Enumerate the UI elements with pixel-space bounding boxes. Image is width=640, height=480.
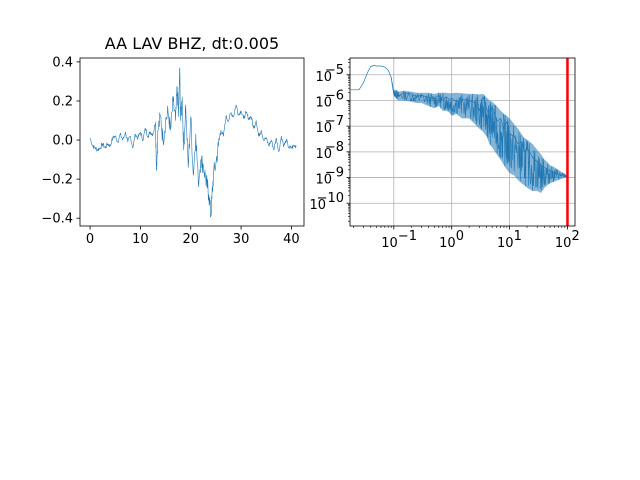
spectrum-y-tick-label: 10 [315,121,332,136]
spectrum-y-tick-exponent: −5 [325,63,344,78]
spectrum-y-tick-exponent: −6 [325,88,344,103]
waveform-y-tick-label: 0.2 [52,94,73,109]
waveform-series-layer [89,67,297,218]
spectrum-y-tick-exponent: −8 [325,140,344,155]
spectrum-x-tick-exponent: −1 [398,229,417,244]
spectrum-x-tick-label: 10 [555,236,572,251]
waveform-x-tick-label: 10 [132,232,149,247]
spectrum-y-tick-label: 10 [315,173,332,188]
spectrum-x-tick-label: 10 [381,236,398,251]
spectrum-y-tick-exponent: −10 [317,191,344,206]
spectrum-spike-trace [390,77,568,191]
waveform-panel: AA LAV BHZ, dt:0.005 0 10 20 30 40 −0.4 −0.2 0… [41,34,305,247]
waveform-x-tick-label: 30 [233,232,250,247]
waveform-y-ticks: −0.4 −0.2 0.0 0.2 0.4 [41,55,80,227]
spectrum-x-tick-exponent: 2 [571,229,579,244]
waveform-axes-frame [79,57,305,227]
spectrum-y-tick-label: 10 [315,147,332,162]
spectrum-x-tick-label: 10 [439,236,456,251]
spectrum-x-ticks: 10 −1 10 0 10 1 10 2 [353,226,580,251]
waveform-x-tick-label: 20 [182,232,199,247]
spectrum-y-tick-label: 10 [315,95,332,110]
waveform-x-ticks: 0 10 20 30 40 [86,226,300,247]
spectrum-y-tick-exponent: −7 [325,114,344,129]
spectrum-x-tick-label: 10 [497,236,514,251]
waveform-y-tick-label: −0.4 [41,212,73,227]
spectrum-x-tick-exponent: 1 [514,229,522,244]
waveform-x-tick-label: 40 [283,232,300,247]
spectrum-line [350,65,568,177]
spectrum-axes-frame [349,57,576,227]
waveform-y-tick-label: 0.0 [52,134,73,149]
waveform-title: AA LAV BHZ, dt:0.005 [105,34,279,53]
spectrum-y-tick-label: 10 [315,70,332,85]
spectrum-y-tick-label: 10 [309,198,326,213]
spectrum-x-tick-exponent: 0 [456,229,464,244]
waveform-y-tick-label: 0.4 [52,55,73,70]
spectrum-series-layer [350,65,568,194]
waveform-line [89,67,297,218]
waveform-y-tick-label: −0.2 [41,173,73,188]
waveform-x-tick-label: 0 [86,232,94,247]
spectrum-y-tick-exponent: −9 [325,166,344,181]
